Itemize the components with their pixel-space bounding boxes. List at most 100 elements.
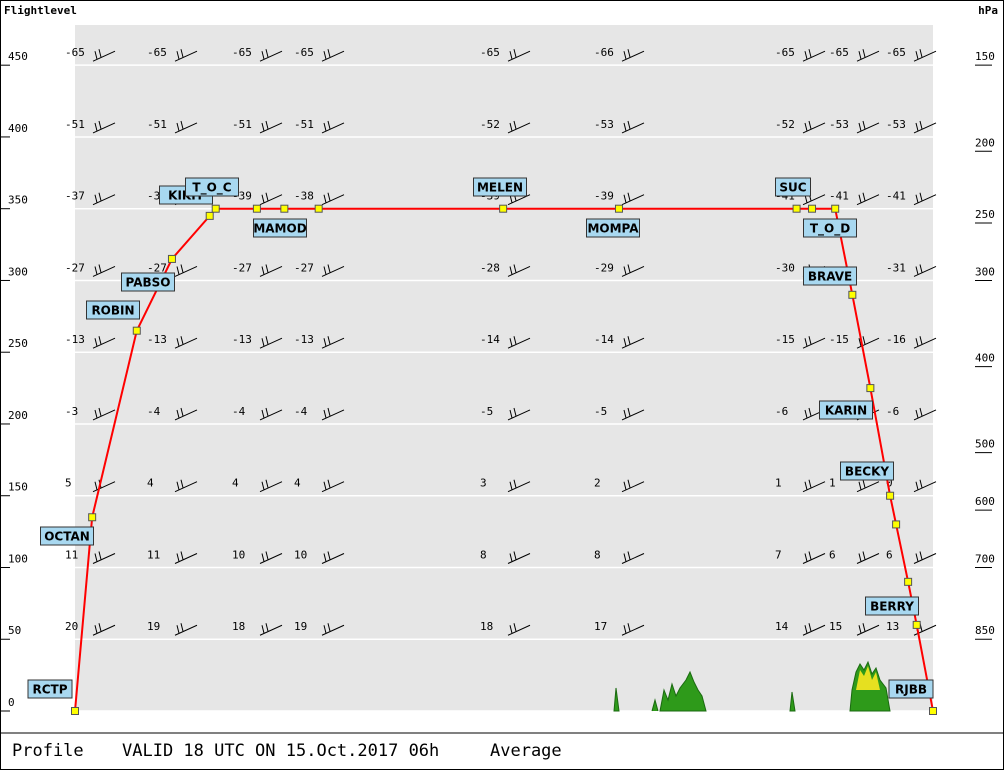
- temperature-label: 3: [480, 477, 487, 490]
- waypoint-label: PABSO: [126, 276, 171, 290]
- wind-barb: [259, 264, 283, 277]
- temperature-label: 0: [886, 477, 893, 490]
- waypoint: [929, 707, 937, 715]
- temperature-label: -51: [232, 118, 252, 131]
- wind-barb: [174, 623, 198, 636]
- temperature-label: 8: [594, 548, 601, 561]
- wind-barb: [621, 120, 645, 134]
- terrain-peak: [856, 666, 880, 690]
- wind-barb: [92, 49, 116, 62]
- temperature-label: -51: [147, 118, 167, 131]
- temperature-label: 5: [65, 477, 72, 490]
- waypoint: [280, 204, 289, 213]
- waypoint: [499, 204, 508, 213]
- y-tick-label: 250: [8, 337, 28, 350]
- waypoint: [904, 577, 913, 586]
- temperature-label: -6: [775, 405, 788, 418]
- temperature-label: 8: [480, 548, 487, 561]
- waypoint: [132, 326, 141, 335]
- temperature-label: 7: [775, 548, 782, 561]
- wind-barb: [259, 49, 283, 62]
- footer-mode: Average: [490, 741, 562, 761]
- wind-barb: [621, 336, 645, 349]
- temperature-label: 17: [594, 620, 607, 633]
- wind-barb: [507, 264, 531, 277]
- temperature-label: 10: [232, 548, 245, 561]
- temperature-label: -13: [294, 333, 314, 346]
- temperature-label: -13: [65, 333, 85, 346]
- temperature-label: 1: [829, 477, 836, 490]
- waypoint-label: MELEN: [477, 181, 523, 195]
- temperature-label: 18: [480, 620, 493, 633]
- y2-axis-label: hPa: [978, 4, 998, 17]
- waypoint: [808, 204, 817, 213]
- waypoint-label-box: [888, 679, 934, 699]
- temperature-label: -53: [886, 118, 906, 131]
- footer-title: Profile: [12, 741, 84, 761]
- temperature-label: -66: [594, 46, 614, 59]
- wind-barb: [802, 49, 826, 62]
- plot-area: [75, 25, 933, 711]
- waypoint-label-box: [121, 272, 175, 292]
- temperature-label: 1: [775, 477, 782, 490]
- wind-barb: [802, 623, 826, 636]
- wind-barb: [621, 623, 645, 636]
- wind-barb: [321, 264, 345, 277]
- wind-barb: [621, 407, 645, 421]
- temperature-label: -3: [65, 405, 78, 418]
- wind-barb: [321, 623, 345, 636]
- wind-barb: [802, 336, 826, 349]
- temperature-label: -27: [65, 261, 85, 274]
- waypoint: [314, 204, 323, 213]
- temperature-label: -14: [594, 333, 614, 346]
- waypoint: [848, 290, 857, 299]
- temperature-label: -15: [829, 333, 849, 346]
- wind-barb: [507, 49, 531, 62]
- temperature-label: -38: [294, 190, 314, 203]
- wind-barb: [913, 407, 937, 421]
- temperature-label: 6: [886, 548, 893, 561]
- temperature-label: -52: [775, 118, 795, 131]
- temperature-label: -52: [480, 118, 500, 131]
- wind-barb: [621, 49, 645, 62]
- temperature-label: 10: [294, 548, 307, 561]
- waypoint-label: BERRY: [870, 600, 914, 614]
- wind-barb: [856, 192, 880, 206]
- wind-barb: [856, 49, 880, 62]
- wind-barb: [802, 120, 826, 134]
- wind-barb: [321, 120, 345, 134]
- y-tick-label: 450: [8, 50, 28, 63]
- wind-barb: [856, 336, 880, 349]
- waypoint: [912, 620, 921, 629]
- wind-barb: [507, 120, 531, 134]
- footer-valid: VALID 18 UTC ON 15.Oct.2017 06h: [122, 741, 439, 761]
- wind-barb: [321, 336, 345, 349]
- waypoint-label-box: [253, 218, 307, 238]
- waypoint-label-box: [819, 400, 873, 420]
- y-tick-label: 300: [8, 265, 28, 278]
- temperature-label: 19: [294, 620, 307, 633]
- waypoint-label: OCTAN: [44, 530, 90, 544]
- temperature-label: 4: [232, 477, 239, 490]
- wind-barb: [507, 479, 531, 493]
- waypoint: [866, 384, 875, 393]
- temperature-label: 19: [147, 620, 160, 633]
- wind-barb: [507, 623, 531, 636]
- y-tick-label: 0: [8, 696, 15, 709]
- wind-barb: [856, 120, 880, 134]
- wind-barb: [856, 479, 880, 493]
- temperature-label: 18: [232, 620, 245, 633]
- temperature-label: -65: [886, 46, 906, 59]
- waypoint: [211, 204, 220, 213]
- waypoint-label-box: [586, 218, 640, 238]
- wind-barb: [856, 551, 880, 564]
- temperature-label: -30: [775, 261, 795, 274]
- waypoint-label-box: [775, 177, 811, 197]
- waypoint: [252, 204, 261, 213]
- temperature-label: -16: [886, 333, 906, 346]
- wind-barb: [259, 407, 283, 421]
- waypoint: [892, 520, 901, 529]
- temperature-label: -28: [480, 261, 500, 274]
- temperature-label: 4: [294, 477, 301, 490]
- temperature-label: -65: [829, 46, 849, 59]
